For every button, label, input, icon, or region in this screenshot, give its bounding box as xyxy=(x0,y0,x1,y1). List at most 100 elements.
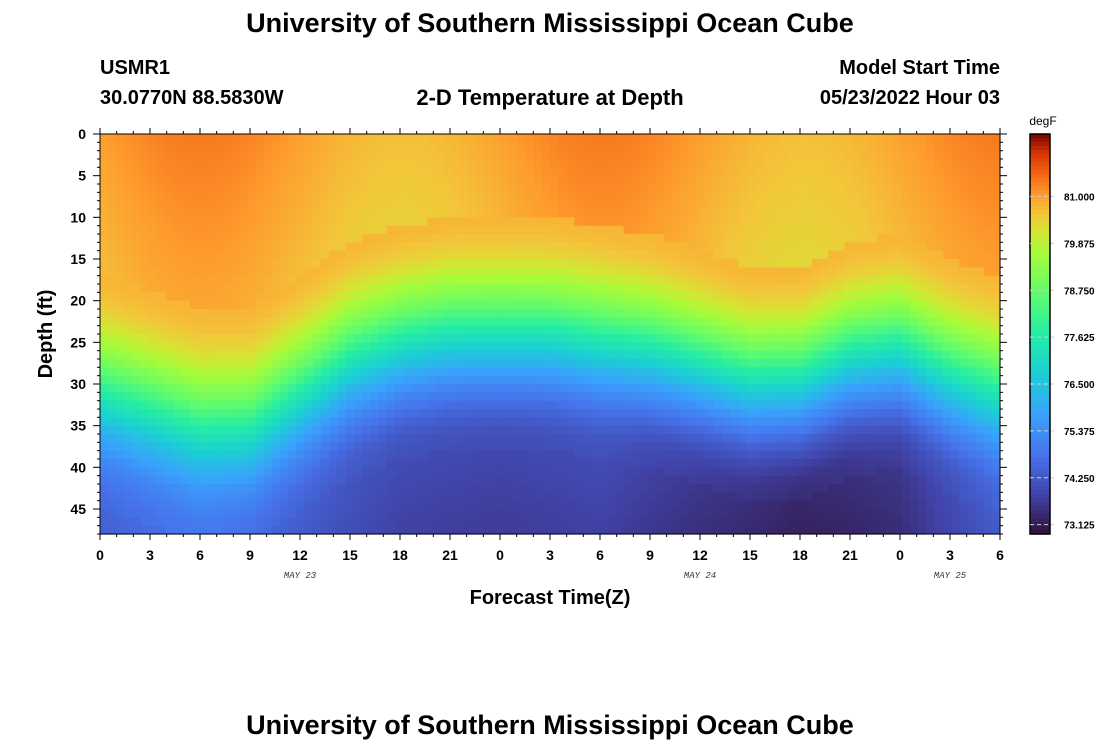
heatmap-cell xyxy=(640,175,649,185)
heatmap-cell xyxy=(500,275,510,285)
heatmap-cell xyxy=(239,159,248,168)
heatmap-cell xyxy=(869,292,878,302)
heatmap-cell xyxy=(361,259,371,268)
heatmap-cell xyxy=(255,184,265,193)
heatmap-cell xyxy=(615,509,625,518)
heatmap-cell xyxy=(370,359,379,368)
heatmap-cell xyxy=(296,359,306,368)
heatmap-cell xyxy=(288,309,297,318)
heatmap-cell xyxy=(697,175,707,185)
heatmap-cell xyxy=(918,467,927,477)
heatmap-cell xyxy=(419,267,428,277)
heatmap-cell xyxy=(435,350,445,360)
heatmap-cell xyxy=(116,325,126,335)
heatmap-cell xyxy=(860,450,870,460)
heatmap-cell xyxy=(386,459,396,468)
heatmap-cell xyxy=(599,209,608,218)
heatmap-cell xyxy=(402,392,412,402)
heatmap-cell xyxy=(893,267,903,277)
heatmap-cell xyxy=(116,217,126,227)
heatmap-cell xyxy=(599,484,608,493)
heatmap-cell xyxy=(934,467,944,477)
heatmap-cell xyxy=(721,434,731,443)
heatmap-cell xyxy=(280,484,289,493)
heatmap-cell xyxy=(869,217,878,227)
heatmap-cell xyxy=(460,192,469,202)
heatmap-cell xyxy=(173,250,183,260)
heatmap-cell xyxy=(206,259,216,268)
heatmap-cell xyxy=(509,259,518,268)
heatmap-cell xyxy=(787,350,797,360)
heatmap-cell xyxy=(762,475,772,485)
heatmap-cell xyxy=(410,242,420,252)
heatmap-cell xyxy=(599,192,608,202)
heatmap-cell xyxy=(124,317,134,327)
heatmap-cell xyxy=(132,317,142,327)
heatmap-cell xyxy=(100,375,109,385)
heatmap-cell xyxy=(590,425,600,435)
heatmap-cell xyxy=(312,342,322,352)
heatmap-cell xyxy=(509,142,518,152)
heatmap-cell xyxy=(623,225,633,235)
heatmap-cell xyxy=(566,234,576,243)
heatmap-cell xyxy=(934,400,944,410)
heatmap-cell xyxy=(926,342,936,352)
heatmap-cell xyxy=(566,200,576,210)
heatmap-cell xyxy=(296,459,306,468)
heatmap-cell xyxy=(607,484,617,493)
heatmap-cell xyxy=(631,267,641,277)
heatmap-cell xyxy=(795,400,805,410)
heatmap-cell xyxy=(762,134,772,143)
heatmap-cell xyxy=(108,209,117,218)
heatmap-cell xyxy=(664,350,674,360)
heatmap-cell xyxy=(926,142,936,152)
heatmap-cell xyxy=(836,167,846,177)
heatmap-cell xyxy=(885,434,895,443)
heatmap-cell xyxy=(541,267,551,277)
heatmap-cell xyxy=(770,275,780,285)
heatmap-cell xyxy=(721,350,731,360)
heatmap-cell xyxy=(247,192,257,202)
heatmap-cell xyxy=(312,475,322,485)
heatmap-cell xyxy=(942,409,952,418)
heatmap-cell xyxy=(386,209,396,218)
heatmap-cell xyxy=(926,184,936,193)
heatmap-cell xyxy=(566,300,576,310)
heatmap-cell xyxy=(100,384,109,393)
heatmap-cell xyxy=(648,425,657,435)
heatmap-cell xyxy=(386,484,396,493)
heatmap-cell xyxy=(263,509,273,518)
heatmap-cell xyxy=(566,184,576,193)
heatmap-cell xyxy=(394,234,404,243)
heatmap-cell xyxy=(689,434,698,443)
heatmap-cell xyxy=(893,209,903,218)
heatmap-cell xyxy=(460,167,469,177)
heatmap-cell xyxy=(689,417,698,427)
heatmap-cell xyxy=(893,484,903,493)
heatmap-cell xyxy=(672,259,682,268)
heatmap-cell xyxy=(533,375,543,385)
heatmap-cell xyxy=(410,425,420,435)
heatmap-cell xyxy=(468,234,477,243)
heatmap-cell xyxy=(730,459,739,468)
heatmap-cell xyxy=(836,409,846,418)
heatmap-cell xyxy=(754,325,764,335)
heatmap-cell xyxy=(705,509,715,518)
heatmap-cell xyxy=(803,317,813,327)
heatmap-cell xyxy=(500,509,510,518)
heatmap-cell xyxy=(222,417,232,427)
heatmap-cell xyxy=(901,409,911,418)
heatmap-cell xyxy=(468,300,477,310)
heatmap-cell xyxy=(370,250,379,260)
heatmap-cell xyxy=(869,450,878,460)
heatmap-cell xyxy=(116,300,126,310)
heatmap-cell xyxy=(730,359,739,368)
heatmap-cell xyxy=(214,267,224,277)
heatmap-cell xyxy=(435,417,445,427)
heatmap-cell xyxy=(885,184,895,193)
heatmap-cell xyxy=(836,275,846,285)
heatmap-cell xyxy=(533,442,543,452)
heatmap-cell xyxy=(116,492,126,502)
heatmap-cell xyxy=(140,417,150,427)
heatmap-cell xyxy=(378,500,387,510)
